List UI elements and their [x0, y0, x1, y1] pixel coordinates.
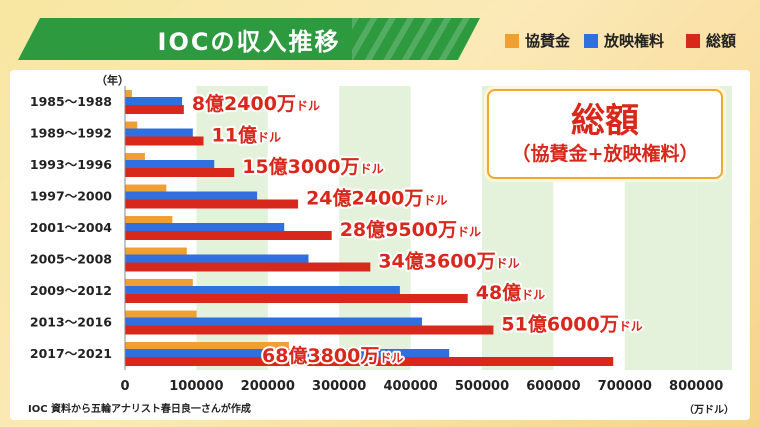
bar-broadcast — [125, 317, 423, 326]
bar-broadcast — [125, 191, 258, 200]
category-label: 1985～1988 — [30, 94, 112, 109]
bar-broadcast — [125, 254, 309, 263]
bar-sponsorship — [125, 310, 197, 318]
bar-sponsorship — [125, 121, 138, 129]
bar-sponsorship — [125, 279, 193, 286]
bar-broadcast — [125, 286, 400, 294]
category-label: 2013～2016 — [30, 315, 112, 330]
category-label: 2017～2021 — [30, 346, 112, 361]
legend-swatch-broadcast — [584, 33, 598, 48]
bar-total — [125, 357, 614, 366]
x-tick-label: 600000 — [526, 379, 580, 394]
total-value-number: 15億3000万 — [242, 155, 359, 178]
total-value-unit: ドル — [496, 257, 520, 271]
x-tick-label: 500000 — [455, 379, 509, 394]
x-tick-label: 300000 — [312, 379, 366, 394]
total-value-unit: ドル — [457, 225, 481, 239]
total-value-label: 8億2400万ドル — [192, 92, 320, 115]
bar-sponsorship — [125, 90, 132, 97]
total-callout-title: 総額 — [571, 101, 639, 141]
category-label: 1993～1996 — [30, 157, 112, 172]
total-value-label: 28億9500万ドル — [340, 218, 481, 241]
chart-title: IOCの収入推移 — [157, 27, 341, 56]
legend-item-sponsorship: 協賛金 — [505, 30, 570, 51]
source-note: IOC 資料から五輪アナリスト春日良一さんが作成 — [28, 404, 251, 415]
total-value-number: 8億2400万 — [192, 92, 296, 115]
legend-label-total: 総額 — [706, 32, 737, 50]
bar-sponsorship — [125, 184, 167, 192]
total-value-number: 34億3600万 — [378, 250, 495, 273]
legend-item-total: 総額 — [686, 30, 736, 51]
bar-sponsorship — [125, 216, 173, 223]
bar-broadcast — [125, 128, 193, 137]
total-value-unit: ドル — [521, 288, 545, 302]
x-tick-label: 800000 — [669, 379, 723, 394]
total-callout-box: 総額 （協賛金+放映権料） — [487, 89, 723, 179]
total-value-label: 11億ドル — [212, 124, 281, 147]
bar-total — [125, 325, 494, 335]
category-label: 2005～2008 — [30, 252, 112, 267]
bar-total — [125, 294, 468, 303]
total-callout-subtitle: （協賛金+放映権料） — [511, 143, 699, 165]
legend-item-broadcast: 放映権料 — [584, 30, 664, 51]
bar-sponsorship — [125, 247, 187, 255]
total-value-label: 68億3800万ドル — [262, 344, 403, 367]
total-value-label: 48億ドル — [476, 281, 545, 304]
total-value-number: 68億3800万 — [262, 344, 379, 367]
bar-total — [125, 199, 299, 209]
total-value-label: 34億3600万ドル — [378, 250, 519, 273]
x-tick-label: 400000 — [383, 379, 437, 394]
bar-total — [125, 168, 235, 177]
total-value-label: 51億6000万ドル — [501, 313, 642, 336]
legend-label-sponsorship: 協賛金 — [525, 32, 571, 50]
bar-total — [125, 105, 184, 114]
legend-swatch-total — [686, 33, 700, 48]
total-value-number: 28億9500万 — [340, 218, 457, 241]
legend-label-broadcast: 放映権料 — [604, 32, 665, 50]
total-value-unit: ドル — [296, 99, 320, 113]
total-value-number: 24億2400万 — [306, 187, 423, 210]
total-value-unit: ドル — [257, 131, 281, 145]
x-axis-unit: （万ドル） — [684, 405, 734, 416]
bar-total — [125, 262, 371, 272]
x-tick-label: 700000 — [598, 379, 652, 394]
title-banner: IOCの収入推移 — [18, 18, 480, 60]
bar-broadcast — [125, 349, 450, 357]
y-axis-unit: （年） — [96, 74, 129, 87]
x-tick-label: 100000 — [169, 379, 223, 394]
total-value-unit: ドル — [379, 351, 403, 365]
total-value-unit: ドル — [619, 320, 643, 334]
bar-total — [125, 231, 332, 240]
total-value-label: 24億2400万ドル — [306, 187, 447, 210]
total-value-label: 15億3000万ドル — [242, 155, 383, 178]
bar-broadcast — [125, 160, 215, 168]
category-label: 1989～1992 — [30, 126, 112, 141]
bar-broadcast — [125, 97, 183, 105]
total-value-unit: ドル — [423, 194, 447, 208]
total-value-number: 51億6000万 — [501, 313, 618, 336]
bar-total — [125, 136, 204, 146]
x-tick-label: 0 — [120, 379, 129, 394]
bar-broadcast — [125, 223, 285, 231]
category-label: 2001～2004 — [30, 220, 112, 235]
total-value-unit: ドル — [360, 162, 384, 176]
bar-sponsorship — [125, 342, 289, 349]
total-value-number: 11億 — [212, 124, 257, 147]
legend-swatch-sponsorship — [505, 33, 519, 48]
category-label: 1997～2000 — [30, 189, 112, 204]
x-tick-label: 200000 — [241, 379, 295, 394]
total-value-number: 48億 — [476, 281, 521, 304]
category-label: 2009～2012 — [30, 283, 112, 298]
bar-sponsorship — [125, 153, 145, 160]
